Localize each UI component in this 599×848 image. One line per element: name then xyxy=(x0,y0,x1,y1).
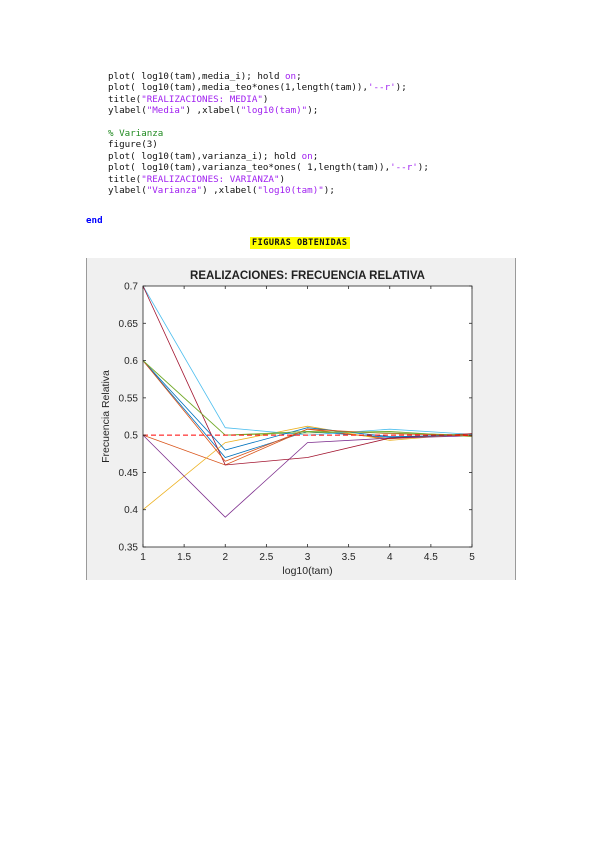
y-tick-label: 0.4 xyxy=(124,505,138,516)
y-tick-label: 0.7 xyxy=(124,282,138,293)
x-tick-label: 5 xyxy=(469,552,475,563)
code-token: ); xyxy=(395,82,407,94)
code-token: ylabel( xyxy=(108,184,147,196)
y-tick-label: 0.45 xyxy=(119,468,139,479)
series-line-3 xyxy=(142,425,473,511)
code-token: '--r' xyxy=(367,82,396,94)
code-token: % Varianza xyxy=(108,127,164,139)
code-token: ) xyxy=(279,173,286,185)
y-tick-label: 0.55 xyxy=(119,393,139,404)
section-heading: FIGURAS OBTENIDAS xyxy=(250,237,350,249)
code-token: ); xyxy=(323,184,335,196)
code-token: ); xyxy=(417,162,429,174)
end-keyword: end xyxy=(86,215,103,226)
code-token: plot( log10(tam),varianza_teo*ones( 1,le… xyxy=(108,162,391,174)
x-axis-label: log10(tam) xyxy=(282,565,332,577)
code-token: plot( log10(tam),media_teo*ones(1,length… xyxy=(108,82,368,94)
code-line: title("REALIZACIONES: MEDIA") xyxy=(108,94,429,105)
code-token: ; xyxy=(296,71,302,82)
code-token: '--r' xyxy=(390,162,418,174)
code-line: ylabel("Media") ,xlabel("log10(tam)"); xyxy=(108,105,429,116)
code-token: "log10(tam)" xyxy=(240,105,308,117)
frequency-chart: REALIZACIONES: FRECUENCIA RELATIVA 1 1.5 2 2… xyxy=(100,270,475,577)
code-line: plot( log10(tam),media_i); hold on; xyxy=(108,71,429,82)
series-line-9 xyxy=(142,360,473,462)
code-token: on xyxy=(285,71,297,82)
chart-title: REALIZACIONES: FRECUENCIA RELATIVA xyxy=(190,270,425,282)
series-line-4 xyxy=(142,434,473,518)
plot-area xyxy=(143,286,472,547)
code-token: plot( log10(tam),varianza_i); hold xyxy=(108,150,302,162)
x-tick-label: 3 xyxy=(305,552,311,563)
series-line-8 xyxy=(142,360,473,451)
code-token: ylabel( xyxy=(108,105,147,117)
code-token: "REALIZACIONES: VARIANZA" xyxy=(141,173,280,185)
code-token: ) xyxy=(262,93,269,105)
code-line: plot( log10(tam),varianza_i); hold on; xyxy=(108,151,429,162)
code-token: ; xyxy=(312,150,319,162)
code-token: "log10(tam)" xyxy=(257,184,324,196)
series-line-7 xyxy=(142,285,473,466)
x-tick-label: 2.5 xyxy=(259,552,273,563)
code-listing: plot( log10(tam),media_i); hold on; plot(… xyxy=(108,71,429,196)
code-token: ) ,xlabel( xyxy=(202,184,258,196)
code-token: title( xyxy=(108,93,142,105)
code-line: % Varianza xyxy=(108,128,429,139)
y-tick-label: 0.35 xyxy=(119,543,139,554)
code-line: title("REALIZACIONES: VARIANZA") xyxy=(108,174,429,185)
y-tick-label: 0.6 xyxy=(124,356,138,367)
x-tick-label: 4.5 xyxy=(424,552,438,563)
code-token: plot( log10(tam),media_i); hold xyxy=(108,71,286,82)
code-token: title( xyxy=(108,173,142,185)
code-token: ) ,xlabel( xyxy=(185,105,241,117)
code-token: "Media" xyxy=(146,105,186,117)
y-tick-label: 0.5 xyxy=(124,431,138,442)
code-line: plot( log10(tam),media_teo*ones(1,length… xyxy=(108,82,429,93)
code-line: ylabel("Varianza") ,xlabel("log10(tam)")… xyxy=(108,185,429,196)
code-line: figure(3) xyxy=(108,139,429,150)
code-line: ​ xyxy=(108,117,429,128)
code-token: "REALIZACIONES: MEDIA" xyxy=(141,93,263,105)
x-tick-label: 3.5 xyxy=(342,552,356,563)
y-axis-label: Frecuencia Relativa xyxy=(100,370,112,463)
x-tick-label: 1.5 xyxy=(177,552,191,563)
code-line: plot( log10(tam),varianza_teo*ones( 1,le… xyxy=(108,162,429,173)
y-tick-label: 0.65 xyxy=(119,319,139,330)
series-line-10 xyxy=(142,360,473,436)
code-token: ); xyxy=(307,105,319,117)
x-tick-label: 2 xyxy=(222,552,228,563)
code-token: "Varianza" xyxy=(146,184,203,196)
code-token: on xyxy=(301,150,313,162)
x-tick-label: 1 xyxy=(140,552,146,563)
x-tick-label: 4 xyxy=(387,552,393,563)
code-token: figure(3) xyxy=(108,139,158,151)
